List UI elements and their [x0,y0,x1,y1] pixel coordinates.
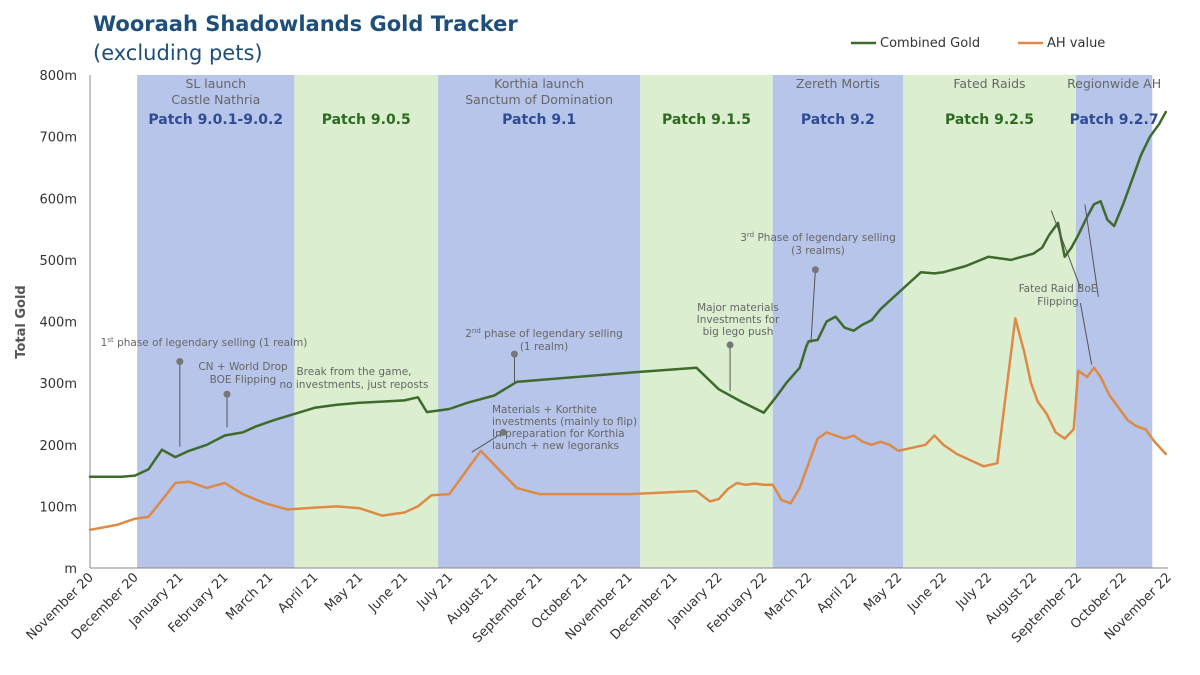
y-tick-label-4: 400m [40,316,77,331]
annotation-ordinal-0: 1 [101,337,108,349]
annotation-line-4-1: investments (mainly to flip) [492,416,637,428]
patch-note-2-1: Sanctum of Domination [465,92,613,107]
annotations: 1st phase of legendary selling (1 realm)… [101,204,1099,453]
patch-band-2 [438,75,641,568]
series-line-0 [88,110,1168,479]
patch-label-0: Patch 9.0.1-9.0.2 [148,112,283,128]
patch-note-0-0: SL launch [185,76,246,91]
patch-note-0-1: Castle Nathria [171,92,260,107]
annotation-line-4-2: In preparation for Korthia [492,428,625,440]
patch-band-0 [137,75,295,568]
x-tick-label-18: May 22 [861,570,905,614]
x-tick-label-6: May 21 [322,570,366,614]
annotation-marker-6 [811,266,819,274]
annotation-marker-4 [499,428,507,436]
annotation-line-5-0: Major materials [697,302,779,314]
patch-band-6 [1075,75,1153,568]
y-tick-label-3: 300m [40,377,77,392]
annotation-line-4-0: Materials + Korthite [492,404,597,416]
annotation-superscript-6: rd [747,231,754,239]
annotation-line-5-1: Investments for [697,314,780,326]
x-tick-label-7: June 21 [365,570,411,616]
y-tick-label-0: m [64,562,77,577]
patch-label-3: Patch 9.1.5 [662,112,751,128]
annotation-line-1-0: CN + World Drop [198,361,288,373]
patch-label-6: Patch 9.2.7 [1070,112,1159,128]
annotation-line-4-3: launch + new legoranks [492,440,619,452]
annotation-line-3-1: (1 realm) [520,341,568,353]
annotation-rest-6: Phase of legendary selling [754,232,896,244]
annotation-line-6-0: 3rd Phase of legendary selling [740,231,896,244]
patch-note-4-0: Zereth Mortis [796,76,880,91]
annotation-ordinal-6: 3 [740,232,747,244]
patch-band-1 [294,75,439,568]
chart-subtitle: (excluding pets) [93,41,263,65]
y-tick-label-5: 500m [40,254,77,269]
annotation-line-1-1: BOE Flipping [210,374,277,386]
y-tick-label-8: 800m [40,69,77,84]
y-tick-label-2: 200m [40,439,77,454]
y-axis: m 100m 200m 300m 400m 500m 600m 700m 800m [40,69,91,577]
annotation-line-6-1: (3 realms) [791,245,845,257]
x-tick-label-4: March 21 [223,570,276,623]
annotation-ordinal-3: 2 [465,328,472,340]
chart-title: Wooraah Shadowlands Gold Tracker [93,12,518,36]
patch-label-4: Patch 9.2 [801,112,875,128]
x-tick-label-5: April 21 [275,570,321,616]
legend-combined-gold: Combined Gold [880,36,980,51]
annotation-line-0-0: 1st phase of legendary selling (1 realm) [101,336,308,349]
series-lines [88,110,1168,532]
annotation-marker-5 [726,341,734,349]
y-tick-label-1: 100m [40,500,77,515]
annotation-superscript-3: nd [472,327,481,335]
annotation-superscript-0: st [107,336,114,344]
annotation-line-3-0: 2nd phase of legendary selling [465,327,623,340]
annotation-line-2-1: no investments, just reposts [279,379,428,391]
annotation-leader-6 [810,269,816,344]
annotation-rest-0: phase of legendary selling (1 realm) [114,337,308,349]
y-tick-label-6: 600m [40,192,77,207]
y-tick-label-7: 700m [40,131,77,146]
annotation-rest-3: phase of legendary selling [481,328,623,340]
annotation-leader-fated-3 [1079,302,1093,365]
y-axis-label: Total Gold [14,285,29,358]
patch-bands [137,75,1153,568]
series-line-1 [88,317,1168,532]
patch-label-5: Patch 9.2.5 [945,112,1034,128]
annotation-leader-fated-2 [1084,204,1099,297]
annotation-line-7-1: Flipping [1037,296,1078,308]
x-tick-label-16: March 22 [762,570,815,623]
annotation-marker-1 [223,390,231,398]
patch-note-5-0: Fated Raids [953,76,1025,91]
legend-ah-value: AH value [1047,36,1105,51]
patch-band-3 [640,75,773,568]
patch-label-2: Patch 9.1 [502,112,576,128]
annotation-marker-3 [510,350,518,358]
patch-band-4 [772,75,903,568]
annotation-marker-0 [176,358,184,366]
annotation-leader-fated-1 [1050,210,1081,288]
legend: Combined Gold AH value [851,36,1105,51]
patch-note-2-0: Korthia launch [494,76,584,91]
annotation-leader-4 [471,432,504,453]
patch-label-1: Patch 9.0.5 [322,112,411,128]
patch-band-5 [902,75,1076,568]
x-tick-label-19: June 22 [904,570,950,616]
x-tick-label-20: July 22 [953,570,995,612]
x-tick-label-17: April 22 [814,570,860,616]
annotation-line-2-0: Break from the game, [296,366,411,378]
patch-note-6-0: Regionwide AH [1067,76,1161,91]
annotation-line-5-2: big lego push [703,326,774,338]
x-tick-label-8: July 21 [414,570,456,612]
annotation-line-7-0: Fated Raid BoE [1019,283,1098,295]
